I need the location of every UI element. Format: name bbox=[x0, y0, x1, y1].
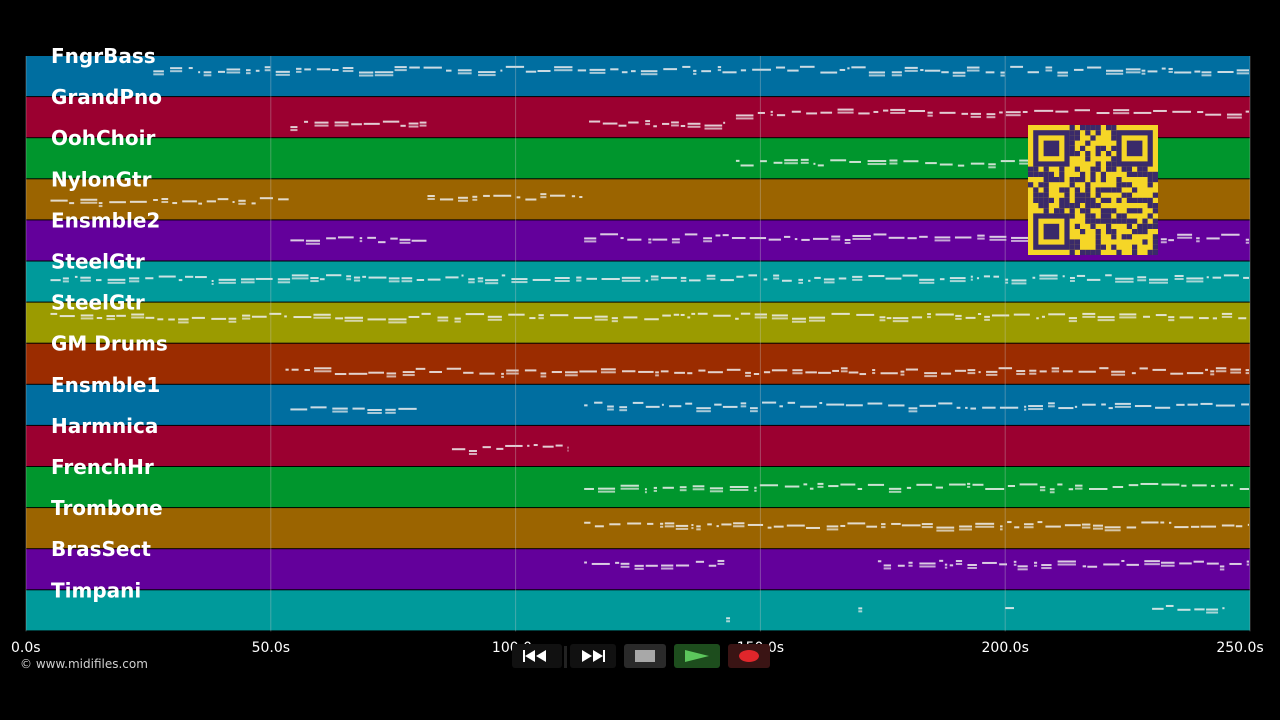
copyright-text: © www.midifiles.com bbox=[20, 657, 148, 671]
note-cluster bbox=[584, 482, 1249, 494]
tick-label: 0.0s bbox=[11, 640, 41, 656]
track-lane bbox=[26, 508, 1250, 549]
tick-label: 200.0s bbox=[982, 640, 1029, 656]
track-labels: FngrBass GrandPno OohChoir NylonGtr Ensmble2… bbox=[51, 44, 168, 602]
track-lane bbox=[26, 384, 1250, 425]
track-label: GrandPno bbox=[51, 85, 162, 109]
note-cluster bbox=[427, 193, 583, 202]
tick-label: 250.0s bbox=[1216, 640, 1263, 656]
record-icon bbox=[739, 650, 759, 662]
track-label: BrasSect bbox=[51, 537, 151, 561]
note-cluster bbox=[285, 367, 1249, 378]
track-lane bbox=[26, 467, 1250, 508]
track-label: SteelGtr bbox=[51, 250, 145, 274]
track-label: Ensmble2 bbox=[51, 208, 160, 232]
track-label: FngrBass bbox=[51, 44, 156, 68]
transport-controls bbox=[512, 642, 772, 670]
play-button[interactable] bbox=[674, 644, 720, 668]
track-label: SteelGtr bbox=[51, 291, 145, 315]
note-cluster bbox=[153, 65, 1249, 77]
rewind-button[interactable] bbox=[512, 644, 562, 668]
note-layer bbox=[50, 65, 1249, 623]
note-cluster bbox=[1152, 604, 1225, 614]
track-label: Timpani bbox=[51, 578, 141, 602]
fast-forward-icon bbox=[582, 650, 605, 662]
tick-label: 50.0s bbox=[252, 640, 290, 656]
qr-code-image bbox=[1028, 125, 1158, 255]
note-cluster bbox=[451, 444, 569, 456]
track-lane bbox=[26, 343, 1250, 384]
note-cluster bbox=[735, 158, 1029, 169]
note-cluster bbox=[589, 120, 726, 130]
stop-icon bbox=[635, 650, 655, 662]
track-lane bbox=[26, 590, 1250, 631]
record-button[interactable] bbox=[728, 644, 770, 668]
note-cluster bbox=[735, 108, 1249, 120]
separator bbox=[564, 646, 567, 668]
note-cluster bbox=[584, 521, 1249, 532]
note-cluster bbox=[290, 236, 427, 245]
note-cluster bbox=[858, 607, 863, 613]
stop-button[interactable] bbox=[624, 644, 666, 668]
note-cluster bbox=[50, 197, 289, 208]
track-label: Harmnica bbox=[51, 414, 158, 438]
note-cluster bbox=[1005, 607, 1014, 610]
note-cluster bbox=[290, 406, 417, 414]
note-cluster bbox=[877, 559, 1249, 571]
track-label: GM Drums bbox=[51, 332, 168, 356]
play-icon bbox=[685, 650, 709, 662]
note-cluster bbox=[726, 617, 731, 623]
fast-forward-button[interactable] bbox=[570, 644, 616, 668]
time-grid bbox=[25, 56, 1251, 632]
note-cluster bbox=[50, 274, 1249, 285]
note-cluster bbox=[584, 559, 725, 570]
track-label: Trombone bbox=[51, 496, 163, 520]
track-lane bbox=[26, 425, 1250, 466]
track-label: Ensmble1 bbox=[51, 373, 160, 397]
track-lane bbox=[26, 56, 1250, 97]
note-cluster bbox=[50, 312, 1247, 324]
track-lane bbox=[26, 302, 1250, 343]
note-cluster bbox=[584, 401, 1249, 413]
rewind-icon bbox=[523, 650, 546, 662]
track-label: FrenchHr bbox=[51, 455, 154, 479]
track-label: OohChoir bbox=[51, 126, 155, 150]
note-cluster bbox=[290, 120, 427, 132]
track-label: NylonGtr bbox=[51, 167, 152, 191]
